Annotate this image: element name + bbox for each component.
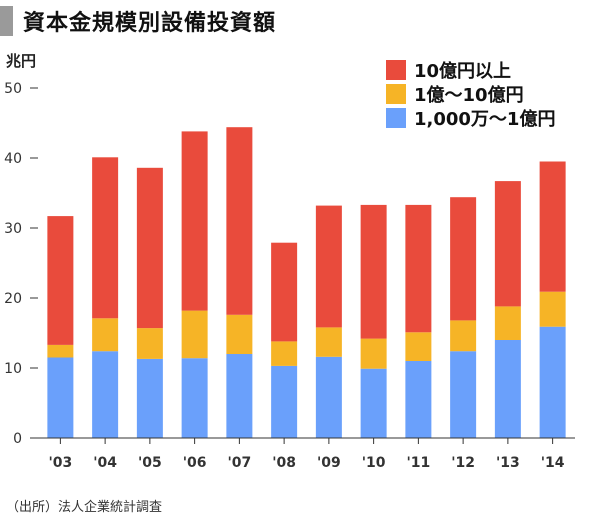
x-tick-label: '10	[362, 455, 386, 471]
legend-label: 1億～10億円	[414, 84, 524, 106]
bar-segment-2	[494, 306, 521, 340]
bar-segment-3	[315, 205, 342, 328]
y-tick-label: 30	[4, 221, 22, 237]
bar-segment-3	[539, 161, 566, 292]
bar-segment-3	[494, 181, 521, 307]
bar-segment-2	[47, 344, 74, 358]
x-tick-label: '08	[272, 455, 296, 471]
x-tick-label: '05	[138, 455, 162, 471]
x-tick-label: '07	[227, 455, 251, 471]
bar-segment-2	[450, 320, 477, 352]
source-note: （出所）法人企業統計調査	[6, 500, 163, 515]
title-accent-bar	[0, 6, 13, 36]
bar-segment-1	[450, 351, 477, 438]
bar-segment-2	[92, 318, 119, 352]
bar-segment-2	[271, 341, 298, 366]
bar-segment-1	[92, 351, 119, 438]
x-tick-label: '14	[541, 455, 565, 471]
bar-segment-1	[360, 368, 387, 438]
bar-segment-2	[136, 328, 163, 359]
bar-segment-2	[181, 310, 208, 359]
bar-segment-3	[450, 197, 477, 321]
y-tick-label: 10	[4, 361, 22, 377]
bar-segment-3	[360, 204, 387, 339]
legend-swatch	[386, 84, 406, 104]
bar-segment-3	[405, 204, 432, 333]
y-tick-label: 40	[4, 151, 22, 167]
bar-segment-3	[136, 167, 163, 329]
bar-segment-1	[539, 326, 566, 438]
bar-segment-1	[315, 356, 342, 438]
x-axis: '03 '04 '05 '06 '07 '08 '09 '10 '11 '12 '13 '14	[38, 437, 575, 471]
bar-segment-1	[181, 358, 208, 438]
bars	[47, 127, 566, 438]
legend-swatch	[386, 60, 406, 80]
bar-segment-1	[47, 357, 74, 438]
bar-segment-1	[494, 340, 521, 438]
chart-title: 資本金規模別設備投資額	[23, 11, 277, 36]
y-tick-label: 50	[4, 81, 22, 97]
legend-label: 1,000万～1億円	[414, 108, 555, 130]
y-axis: 0 10 20 30 40 50	[4, 81, 38, 447]
bar-segment-2	[315, 327, 342, 357]
y-tick-label: 20	[4, 291, 22, 307]
bar-segment-1	[226, 354, 253, 438]
x-tick-label: '03	[48, 455, 72, 471]
bar-segment-1	[405, 361, 432, 438]
x-tick-label: '12	[451, 455, 475, 471]
title-block: 資本金規模別設備投資額	[0, 4, 276, 38]
bar-segment-2	[226, 314, 253, 354]
x-tick-label: '11	[406, 455, 430, 471]
bar-segment-3	[92, 157, 119, 319]
bar-segment-3	[226, 127, 253, 315]
bar-segment-3	[181, 131, 208, 311]
bar-segment-2	[539, 291, 566, 327]
legend-swatch	[386, 108, 406, 128]
bar-segment-3	[271, 242, 298, 342]
legend-label: 10億円以上	[414, 60, 511, 82]
x-tick-label: '13	[496, 455, 520, 471]
bar-segment-2	[405, 332, 432, 361]
bar-segment-1	[271, 365, 298, 438]
y-axis-unit-label: 兆円	[6, 52, 37, 70]
bar-segment-3	[47, 216, 74, 345]
x-tick-label: '04	[93, 455, 117, 471]
x-tick-label: '06	[183, 455, 207, 471]
bar-segment-2	[360, 338, 387, 369]
y-tick-label: 0	[13, 431, 22, 447]
x-tick-label: '09	[317, 455, 341, 471]
bar-segment-1	[136, 358, 163, 438]
